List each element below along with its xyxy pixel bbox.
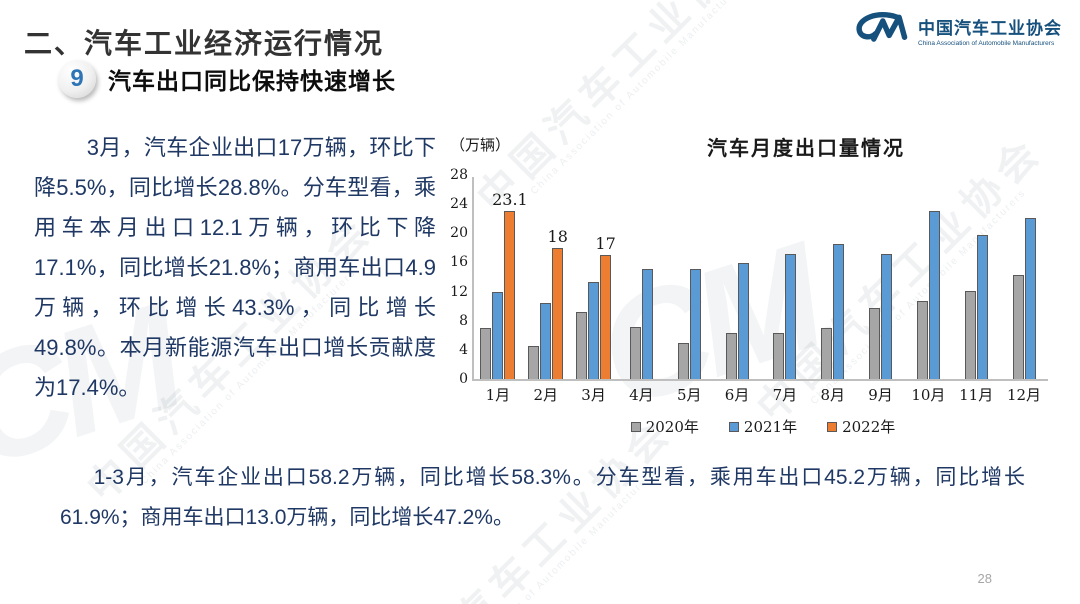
bar-value-label: 23.1	[492, 189, 528, 209]
x-axis-label: 8月	[820, 386, 845, 404]
legend-swatch	[827, 421, 838, 432]
plot-area: 23.1 1月 18 2月 17 3月 4月 5月 6月 7月 8月 9月 10月 11月 12月 0 4 8 1…	[450, 168, 1048, 404]
x-axis-label: 1月	[485, 386, 511, 404]
bar-2021年-5月	[689, 269, 701, 379]
bar-group-7月: 7月	[761, 177, 809, 404]
legend-label: 2022年	[842, 418, 896, 436]
y-axis-tick: 8	[459, 312, 468, 329]
chart-legend: 2020年 2021年 2022年	[472, 416, 1054, 437]
legend-item-2020年: 2020年	[630, 416, 699, 437]
logo-name-en: China Association of Automobile Manufact…	[918, 39, 1055, 47]
bar-2022年-1月: 23.1	[492, 190, 528, 379]
bar-2020年-4月	[629, 327, 641, 379]
bar-group-10月: 10月	[904, 177, 952, 404]
bar-group-9月: 9月	[857, 177, 905, 404]
x-axis-label: 9月	[868, 386, 893, 404]
x-axis-label: 10月	[911, 386, 946, 404]
legend-swatch	[728, 421, 739, 432]
y-axis-tick: 0	[459, 371, 468, 387]
y-axis-tick: 12	[450, 283, 468, 300]
bar-2021年-10月	[928, 211, 940, 379]
bar-2021年-1月	[492, 291, 504, 379]
bar-2020年-12月	[1012, 274, 1024, 379]
y-axis-tick: 4	[459, 341, 468, 358]
bar-2021年-11月	[976, 234, 988, 379]
caam-logo: 中国汽车工业协会 China Association of Automobile…	[852, 10, 1062, 50]
page-number: 28	[977, 571, 992, 586]
bar-group-11月: 11月	[952, 177, 1000, 404]
x-axis-label: 11月	[959, 386, 994, 404]
bar-2020年-5月	[677, 342, 689, 379]
bar-2021年-3月	[588, 282, 600, 379]
bar-2020年-2月	[528, 345, 540, 379]
section-number-badge: 9	[58, 60, 96, 98]
bar-2021年-6月	[737, 263, 749, 379]
section-header: 9 汽车出口同比保持快速增长	[58, 60, 396, 98]
legend-item-2021年: 2021年	[728, 416, 798, 437]
page-title: 二、汽车工业经济运行情况	[24, 28, 385, 59]
y-axis-tick: 28	[450, 167, 468, 183]
legend-item-2022年: 2022年	[827, 416, 895, 437]
x-axis-label: 12月	[1006, 386, 1042, 404]
bar-2021年-12月	[1024, 218, 1036, 379]
section-heading: 汽车出口同比保持快速增长	[108, 68, 396, 94]
bar-2022年-3月: 17	[595, 234, 616, 379]
logo-name-cn: 中国汽车工业协会	[918, 18, 1062, 38]
bar-2020年-10月	[916, 301, 928, 379]
bar-2020年-7月	[773, 333, 785, 379]
x-axis-label: 4月	[629, 386, 654, 404]
bar-group-2月: 18 2月	[522, 177, 570, 404]
caam-logo-icon	[852, 10, 910, 50]
x-axis-label: 2月	[533, 386, 559, 404]
bar-group-8月: 8月	[809, 177, 857, 404]
bar-2021年-8月	[833, 243, 845, 379]
bar-2021年-4月	[641, 269, 653, 379]
bar-2020年-1月	[480, 328, 492, 379]
bar-2021年-9月	[881, 254, 893, 379]
monthly-export-paragraph: 3月，汽车企业出口17万辆，环比下降5.5%，同比增长28.8%。分车型看，乘用…	[34, 135, 436, 400]
bar-group-1月: 23.1 1月	[474, 177, 528, 404]
bar-value-label: 18	[547, 226, 568, 246]
bar-group-4月: 4月	[617, 177, 665, 404]
bar-group-3月: 17 3月	[570, 177, 618, 404]
legend-swatch	[630, 421, 641, 432]
monthly-export-chart: （万辆） 汽车月度出口量情况 23.1 1月 18 2月 17 3月 4月 5月 6月 7月 8月 9…	[438, 124, 1054, 454]
bar-group-6月: 6月	[713, 177, 761, 404]
bar-value-label: 17	[595, 234, 616, 254]
bar-2021年-2月	[540, 302, 552, 379]
chart-unit-label: （万辆）	[450, 136, 511, 154]
bar-2020年-11月	[964, 290, 976, 379]
x-axis-label: 6月	[724, 386, 750, 404]
bar-2021年-7月	[785, 253, 797, 379]
bar-2020年-8月	[821, 328, 833, 379]
y-axis-tick: 24	[450, 196, 468, 213]
bar-2022年-2月: 18	[548, 227, 568, 379]
bar-group-12月: 12月	[1000, 177, 1048, 404]
x-axis-label: 5月	[676, 386, 702, 404]
bar-2020年-9月	[869, 307, 881, 379]
bar-group-5月: 5月	[665, 177, 713, 404]
bar-2020年-3月	[576, 311, 588, 379]
legend-label: 2021年	[743, 418, 798, 436]
chart-title: 汽车月度出口量情况	[707, 136, 905, 160]
y-axis-tick: 16	[450, 254, 468, 271]
bar-2020年-6月	[725, 333, 737, 379]
y-axis-tick: 20	[450, 225, 468, 242]
x-axis-label: 7月	[772, 386, 798, 404]
bar-groups: 23.1 1月 18 2月 17 3月 4月 5月 6月 7月 8月 9月 10月 11月 12月	[474, 177, 1048, 404]
legend-label: 2020年	[645, 418, 699, 436]
x-axis-label: 3月	[581, 386, 606, 404]
quarterly-export-paragraph: 1-3月，汽车企业出口58.2万辆，同比增长58.3%。分车型看，乘用车出口45…	[60, 466, 1025, 529]
